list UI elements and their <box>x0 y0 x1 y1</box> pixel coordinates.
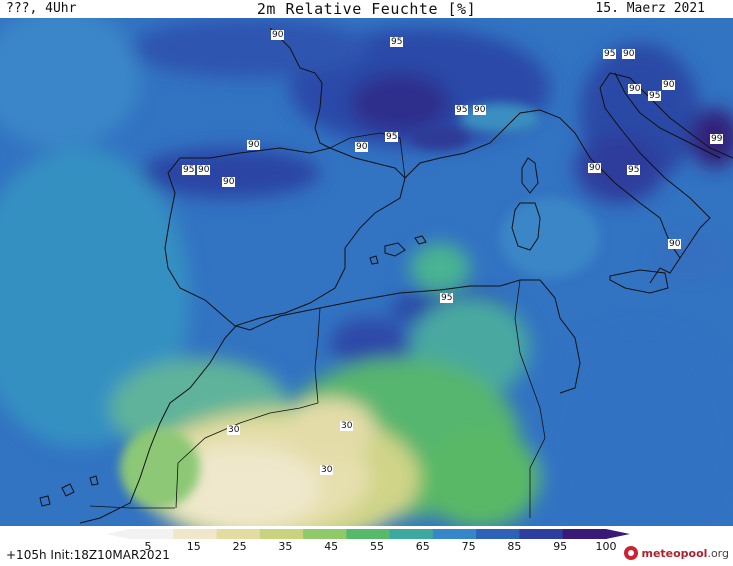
contour-label: 30 <box>320 465 334 475</box>
colorbar-cell <box>389 529 434 539</box>
contour-label: 90 <box>222 177 236 187</box>
colorbar-tick-label: 95 <box>553 540 568 553</box>
colorbar-tick-label: 75 <box>461 540 476 553</box>
colorbar <box>106 529 630 539</box>
colorbar-cell <box>216 529 261 539</box>
contour-label: 90 <box>271 30 285 40</box>
contour-label: 30 <box>340 421 354 431</box>
colorbar-cell <box>476 529 520 539</box>
brand-name: meteopool <box>641 546 708 560</box>
header: ???, 4Uhr 2m Relative Feuchte [%] 15. Ma… <box>0 0 733 18</box>
map-title: 2m Relative Feuchte [%] <box>256 0 477 18</box>
humidity-shading <box>0 18 733 526</box>
contour-label: 90 <box>628 84 642 94</box>
colorbar-tick-label: 100 <box>595 540 617 553</box>
contour-label: 95 <box>440 293 454 303</box>
colorbar-cells <box>130 529 607 539</box>
forecast-hour: +105h <box>6 548 47 562</box>
contour-label: 90 <box>247 140 261 150</box>
contour-label: 90 <box>662 80 676 90</box>
colorbar-arrow-right <box>606 529 630 539</box>
contour-label: 95 <box>627 165 641 175</box>
init-time: Init:18Z10MAR2021 <box>50 548 170 562</box>
contour-label: 90 <box>197 165 211 175</box>
contour-label: 30 <box>227 425 241 435</box>
contour-label: 99 <box>710 134 724 144</box>
contour-label: 90 <box>588 163 602 173</box>
colorbar-cell <box>173 529 218 539</box>
contour-label: 90 <box>355 142 369 152</box>
contour-label: 95 <box>455 105 469 115</box>
colorbar-cell <box>562 529 607 539</box>
contour-label: 95 <box>182 165 196 175</box>
coastlines <box>39 27 733 524</box>
brand-tld: .org <box>707 546 729 560</box>
contour-label: 95 <box>603 49 617 59</box>
contour-label: 90 <box>473 105 487 115</box>
contour-label: 90 <box>622 49 636 59</box>
colorbar-tick-label: 85 <box>507 540 522 553</box>
colorbar-tick-label: 45 <box>324 540 339 553</box>
colorbar-cell <box>346 529 391 539</box>
colorbar-cell <box>519 529 564 539</box>
forecast-date: 15. Maerz 2021 <box>595 1 705 16</box>
colorbar-cell <box>259 529 304 539</box>
colorbar-arrow-left <box>106 529 130 539</box>
colorbar-tick-label: 15 <box>186 540 201 553</box>
colorbar-cell <box>303 529 347 539</box>
contour-label: 90 <box>668 239 682 249</box>
colorbar-cell <box>432 529 477 539</box>
colorbar-tick-label: 35 <box>278 540 293 553</box>
run-info: +105h Init:18Z10MAR2021 <box>6 548 170 562</box>
meteopool-logo[interactable]: meteopool .org <box>624 546 729 560</box>
footer: 5 15 25 35 45 55 65 75 85 95 100 +105h Init:18Z10M… <box>0 526 733 566</box>
forecast-time: ???, 4Uhr <box>6 1 77 16</box>
colorbar-tick-label: 5 <box>144 540 152 553</box>
contour-label: 95 <box>648 91 662 101</box>
colorbar-cell <box>130 529 174 539</box>
humidity-map[interactable]: 90 95 95 90 95 90 90 95 90 95 90 99 90 9… <box>0 18 733 526</box>
contour-label: 95 <box>390 37 404 47</box>
meteopool-icon <box>624 546 639 560</box>
colorbar-tick-label: 55 <box>370 540 384 553</box>
colorbar-tick-label: 65 <box>415 540 430 553</box>
map-canvas <box>0 18 733 526</box>
colorbar-ticks: 5 15 25 35 45 55 65 75 85 95 100 <box>0 540 733 554</box>
colorbar-tick-label: 25 <box>232 540 247 553</box>
contour-label: 95 <box>385 132 399 142</box>
